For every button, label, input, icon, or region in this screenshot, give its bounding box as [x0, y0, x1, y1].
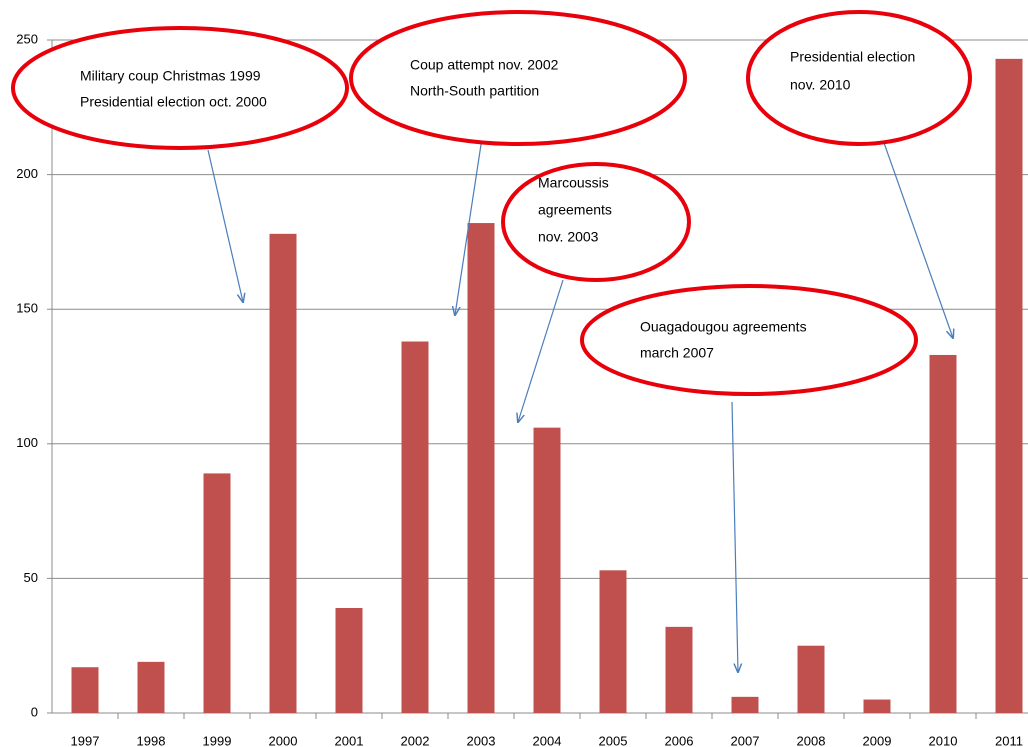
x-tick-label: 2003: [467, 733, 496, 747]
annotation-ellipse: [11, 26, 349, 150]
plot-area: 0 50 100 150 200 250 1997 1998 1999 2000 2001 2002 2…: [16, 31, 1028, 747]
x-tick-label: 2007: [731, 733, 760, 747]
y-tick-label: 50: [24, 570, 38, 585]
x-tick-label: 2008: [797, 733, 826, 747]
annotation-arrow: [882, 139, 953, 338]
x-tick-label: 2010: [929, 733, 958, 747]
annotation-arrow: [518, 279, 564, 422]
annotation-arrow: [731, 401, 738, 672]
annotation-text: march 2007: [640, 345, 714, 361]
y-tick-label: 0: [31, 704, 38, 719]
annotation-arrow: [207, 149, 243, 302]
x-tick-label: 2005: [599, 733, 628, 747]
x-tick-label: 1999: [203, 733, 232, 747]
bar: [71, 667, 99, 713]
annotation-text: Ouagadougou agreements: [640, 319, 807, 335]
annotation-text: Presidential election: [790, 49, 915, 65]
y-tick-label: 100: [16, 435, 38, 450]
annotation-ellipse: [501, 162, 691, 282]
x-tick-label: 2011: [995, 733, 1023, 747]
annotation-text: nov. 2010: [790, 77, 851, 93]
annotation-text: agreements: [538, 202, 612, 218]
annotation-text: nov. 2003: [538, 229, 599, 245]
bar: [599, 570, 627, 713]
bar: [137, 661, 165, 713]
y-tick-label: 200: [16, 166, 38, 181]
y-tick-label: 250: [16, 31, 38, 46]
annotation-ellipse: [746, 10, 972, 146]
bar: [335, 608, 363, 713]
bar: [929, 354, 957, 713]
bar: [401, 341, 429, 713]
bar: [995, 58, 1023, 714]
x-tick-label: 2000: [269, 733, 298, 747]
x-tick-label: 2002: [401, 733, 430, 747]
x-tick-label: 1997: [71, 733, 100, 747]
bar: [533, 427, 561, 713]
annotation-text: Military coup Christmas 1999: [80, 68, 261, 84]
annotation-ellipse: [349, 10, 687, 146]
x-tick-label: 2001: [335, 733, 364, 747]
x-tick-label: 2009: [863, 733, 892, 747]
annotation-arrow: [455, 137, 483, 315]
x-tick-label: 2004: [533, 733, 562, 747]
annotations: Military coup Christmas 1999 Presidentia…: [11, 10, 972, 672]
y-tick-label: 150: [16, 301, 38, 316]
bar: [467, 223, 495, 713]
annotation-text: North-South partition: [410, 83, 539, 99]
bar: [269, 233, 297, 713]
x-tick-label: 1998: [137, 733, 166, 747]
bar: [203, 473, 231, 713]
annotation-text: Presidential election oct. 2000: [80, 94, 267, 110]
bar: [863, 699, 891, 713]
annotation-text: Marcoussis: [538, 175, 609, 191]
bar: [797, 645, 825, 713]
x-tick-label: 2006: [665, 733, 694, 747]
annotation-ellipse: [580, 284, 918, 396]
bar: [665, 626, 693, 713]
bar: [731, 696, 759, 713]
annotation-text: Coup attempt nov. 2002: [410, 57, 559, 73]
